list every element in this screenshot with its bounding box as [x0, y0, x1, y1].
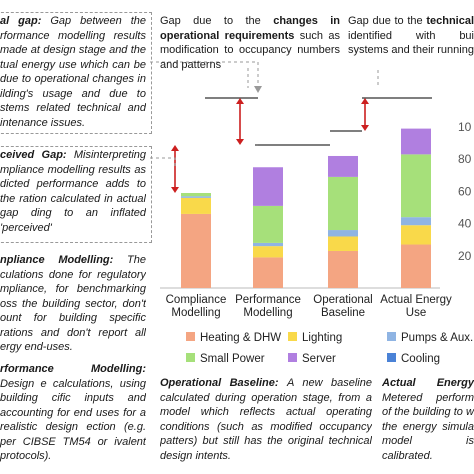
legend-label: Cooling: [401, 353, 440, 365]
bar-segment: [253, 167, 283, 206]
legend-label: Heating & DHW: [200, 332, 281, 344]
bar-segment: [401, 217, 431, 226]
gap-arrow-compliance-head-top: [171, 145, 179, 151]
bar-segment: [253, 246, 283, 258]
legend-swatch: [387, 332, 396, 341]
actual-gap-text: al gap: Gap between the rformance modell…: [0, 15, 146, 129]
legend-label: Small Power: [200, 353, 265, 365]
operational-requirements-text: Gap due to the changes in operational re…: [160, 15, 340, 71]
category-label: Operational Baseline: [313, 294, 372, 319]
gap-arrow-technical-head-top: [361, 98, 369, 104]
y-tick-label: 60: [458, 184, 472, 198]
legend-label: Server: [302, 353, 336, 365]
bar-segment: [253, 242, 283, 247]
bar-segment: [328, 155, 358, 177]
bar-segment: [401, 244, 431, 288]
bar-segment: [181, 197, 211, 214]
gap-arrow-operational-head-bottom: [236, 139, 244, 145]
category-label: Actual Energy Use: [380, 294, 452, 319]
y-tick-label: 10: [458, 120, 472, 134]
legend-swatch: [186, 332, 195, 341]
y-tick-label: 20: [458, 249, 472, 263]
legend-swatch: [288, 353, 297, 362]
leader-actual-gap: [150, 61, 259, 88]
bar-segment: [328, 236, 358, 251]
bar-segment: [181, 196, 211, 198]
gap-arrow-technical-head-bottom: [361, 125, 369, 131]
category-label: Compliance Modelling: [166, 294, 227, 319]
operational-baseline-text: Operational Baseline: A new baseline cal…: [160, 377, 372, 462]
bar-segment: [253, 205, 283, 243]
bar-segment: [253, 257, 283, 288]
legend-swatch: [186, 353, 195, 362]
legend-swatch: [387, 353, 396, 362]
bar-segment: [328, 176, 358, 231]
leader-actual-gap-head: [254, 86, 262, 93]
legend-label: Pumps & Aux.: [401, 332, 473, 344]
technical-text: Gap due to the technical identified with…: [348, 15, 474, 57]
gap-arrow-compliance-head-bottom: [171, 187, 179, 194]
perceived-gap-text: ceived Gap: Misinterpreting mpliance mod…: [0, 149, 146, 234]
bar-segment: [328, 230, 358, 237]
bar-segment: [401, 128, 431, 155]
bar-segment: [181, 213, 211, 288]
actual-energy-text: Actual Energy Metered perform of the bui…: [382, 377, 474, 462]
bar-segment: [328, 250, 358, 288]
leader-perceived-gap: [150, 157, 176, 168]
y-tick-label: 40: [458, 217, 472, 231]
gap-arrow-operational-head-top: [236, 98, 244, 104]
performance-modelling-text: rformance Modelling: Design e calculatio…: [0, 363, 146, 462]
legend-swatch: [288, 332, 297, 341]
category-label: Performance Modelling: [235, 294, 301, 319]
legend-label: Lighting: [302, 332, 342, 344]
bar-segment: [401, 225, 431, 245]
y-tick-label: 80: [458, 152, 472, 166]
bar-segment: [401, 154, 431, 218]
bar-segment: [181, 193, 211, 197]
compliance-modelling-text: npliance Modelling: The culations done f…: [0, 254, 146, 353]
